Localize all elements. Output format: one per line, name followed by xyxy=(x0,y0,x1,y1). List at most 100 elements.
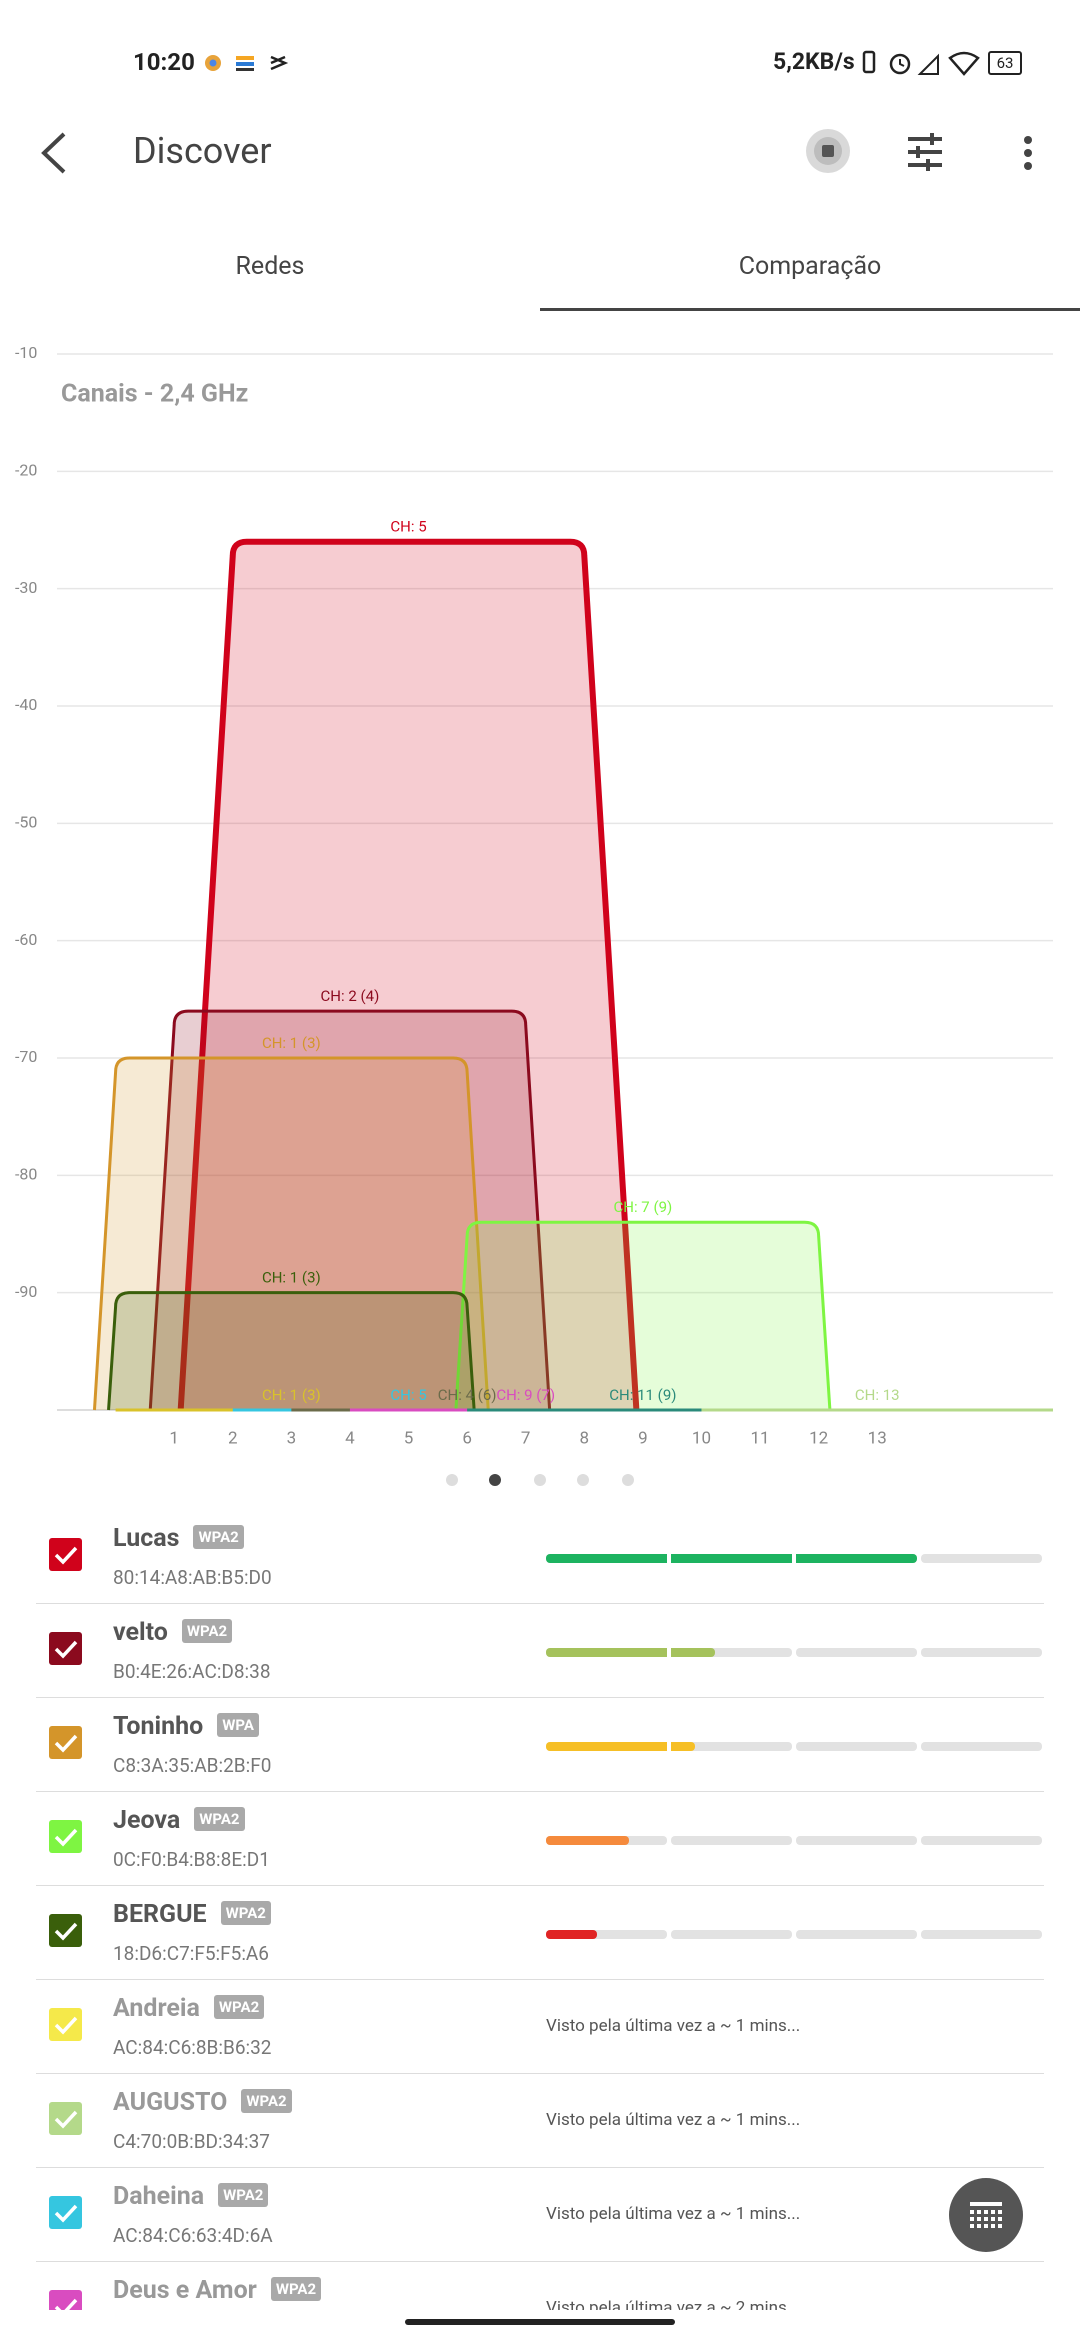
signal-track xyxy=(796,1648,917,1657)
back-button[interactable] xyxy=(36,130,72,176)
network-row[interactable]: Lucas WPA2 80:14:A8:AB:B5:D0 xyxy=(0,1510,1080,1604)
network-list: Lucas WPA2 80:14:A8:AB:B5:D0 velto WPA2 B0:4E… xyxy=(0,1510,1080,2310)
network-row[interactable]: BERGUE WPA2 18:D6:C7:F5:F5:A6 xyxy=(0,1886,1080,1980)
row-divider xyxy=(36,2261,1044,2262)
network-checkbox[interactable] xyxy=(49,1726,82,1759)
network-name-text: BERGUE xyxy=(113,1900,207,1929)
network-row[interactable]: Jeova WPA2 0C:F0:B4:B8:8E:D1 xyxy=(0,1792,1080,1886)
signal-track xyxy=(796,1836,917,1845)
signal-gap xyxy=(792,1930,796,1939)
network-mac: 0C:F0:B4:B8:8E:D1 xyxy=(113,1848,270,1871)
status-time: 10:20 xyxy=(133,48,195,76)
channel-shape xyxy=(107,1291,476,1411)
signal-gap xyxy=(917,1554,921,1563)
network-checkbox[interactable] xyxy=(49,2102,82,2135)
signal-gap xyxy=(917,1930,921,1939)
signal-track xyxy=(921,1930,1042,1939)
signal-gap xyxy=(792,1554,796,1563)
network-row[interactable]: Daheina WPA2 AC:84:C6:63:4D:6A Visto pela ú… xyxy=(0,2168,1080,2262)
network-checkbox[interactable] xyxy=(49,1914,82,1947)
network-mac: 80:14:A8:AB:B5:D0 xyxy=(113,1566,272,1589)
signal-track xyxy=(671,1648,792,1657)
network-checkbox[interactable] xyxy=(49,2196,82,2229)
network-mac: C4:70:0B:BD:34:37 xyxy=(113,2130,270,2153)
channel-label: CH: 1 (3) xyxy=(262,1269,321,1287)
check-icon xyxy=(54,1828,78,1847)
chart-title: Canais - 2,4 GHz xyxy=(61,380,248,409)
signal-gap xyxy=(667,1648,671,1657)
status-icons xyxy=(205,55,289,71)
signal-bar xyxy=(546,1648,715,1657)
network-checkbox[interactable] xyxy=(49,1820,82,1853)
network-row[interactable]: Andreia WPA2 AC:84:C6:8B:B6:32 Visto pela ú… xyxy=(0,1980,1080,2074)
check-icon xyxy=(54,1640,78,1659)
network-name: Daheina WPA2 xyxy=(113,2182,269,2211)
network-name: AUGUSTO WPA2 xyxy=(113,2088,292,2117)
channel-label: CH: 5 xyxy=(390,518,426,536)
tab-selected[interactable]: Comparação xyxy=(738,252,882,281)
signal-track xyxy=(671,1742,792,1751)
channel-label: CH: 2 (4) xyxy=(321,987,380,1005)
channel-shape xyxy=(148,1009,552,1411)
stop-button[interactable] xyxy=(804,127,852,175)
last-seen: Visto pela última vez a ~ 1 mins... xyxy=(546,2110,801,2130)
x-tick-label: 3 xyxy=(287,1428,297,1448)
channel-shape xyxy=(177,538,640,1411)
network-row[interactable]: Deus e Amor WPA2 Visto pela última vez a ~… xyxy=(0,2262,1080,2310)
channel-label: CH: 13 xyxy=(855,1386,900,1404)
y-tick-label: -20 xyxy=(15,461,37,480)
network-name: velto WPA2 xyxy=(113,1618,233,1647)
status-system-icons xyxy=(862,50,980,76)
tab[interactable]: Redes xyxy=(235,252,305,281)
y-tick-label: -40 xyxy=(15,695,37,714)
row-divider xyxy=(36,1603,1044,1604)
network-checkbox[interactable] xyxy=(49,1538,82,1571)
signal-track xyxy=(921,1742,1042,1751)
signal-gap xyxy=(917,1742,921,1751)
network-row[interactable]: AUGUSTO WPA2 C4:70:0B:BD:34:37 Visto pela ú… xyxy=(0,2074,1080,2168)
y-tick-label: -30 xyxy=(15,578,37,597)
signal-gap xyxy=(667,1554,671,1563)
more-button[interactable] xyxy=(1018,134,1038,174)
last-seen: Visto pela última vez a ~ 1 mins... xyxy=(546,2204,801,2224)
check-icon xyxy=(54,2298,78,2310)
check-icon xyxy=(54,1922,78,1941)
network-name: BERGUE WPA2 xyxy=(113,1900,271,1929)
network-name-text: Daheina xyxy=(113,2182,205,2211)
network-checkbox[interactable] xyxy=(49,2008,82,2041)
network-checkbox[interactable] xyxy=(49,1632,82,1665)
security-badge: WPA2 xyxy=(270,2277,322,2301)
signal-gap xyxy=(667,1836,671,1845)
y-tick-label: -50 xyxy=(15,813,37,832)
check-icon xyxy=(54,2204,78,2223)
filter-button[interactable] xyxy=(906,133,944,171)
network-checkbox[interactable] xyxy=(49,2290,82,2310)
channel-chart: Canais - 2,4 GHz -10 -20 -30 -40 -50 -60 -70 -8… xyxy=(15,343,1053,1448)
x-tick-label: 5 xyxy=(404,1428,414,1448)
network-row[interactable]: Toninho WPA C8:3A:35:AB:2B:F0 xyxy=(0,1698,1080,1792)
network-name-text: Toninho xyxy=(113,1712,204,1741)
signal-gap xyxy=(667,1742,671,1751)
last-seen: Visto pela última vez a ~ 1 mins... xyxy=(546,2016,801,2036)
fab-button[interactable] xyxy=(946,2175,1026,2255)
app-title: Discover xyxy=(133,130,272,172)
row-divider xyxy=(36,1979,1044,1980)
channel-label: CH: 7 (9) xyxy=(613,1198,672,1216)
y-tick-label: -70 xyxy=(15,1047,37,1066)
y-tick-label: -80 xyxy=(15,1165,37,1184)
check-icon xyxy=(54,1734,78,1753)
network-mac: AC:84:C6:8B:B6:32 xyxy=(113,2036,272,2059)
row-divider xyxy=(36,1697,1044,1698)
x-tick-label: 1 xyxy=(169,1428,179,1448)
y-tick-label: -60 xyxy=(15,930,37,949)
signal-bar xyxy=(546,1554,917,1563)
signal-gap xyxy=(792,1836,796,1845)
row-divider xyxy=(36,2167,1044,2168)
network-mac: AC:84:C6:63:4D:6A xyxy=(113,2224,273,2247)
security-badge: WPA2 xyxy=(220,1901,271,1925)
check-icon xyxy=(54,2110,78,2129)
x-tick-label: 2 xyxy=(228,1428,238,1448)
security-badge: WPA2 xyxy=(193,1525,244,1549)
network-row[interactable]: velto WPA2 B0:4E:26:AC:D8:38 xyxy=(0,1604,1080,1698)
network-mac: B0:4E:26:AC:D8:38 xyxy=(113,1660,271,1683)
